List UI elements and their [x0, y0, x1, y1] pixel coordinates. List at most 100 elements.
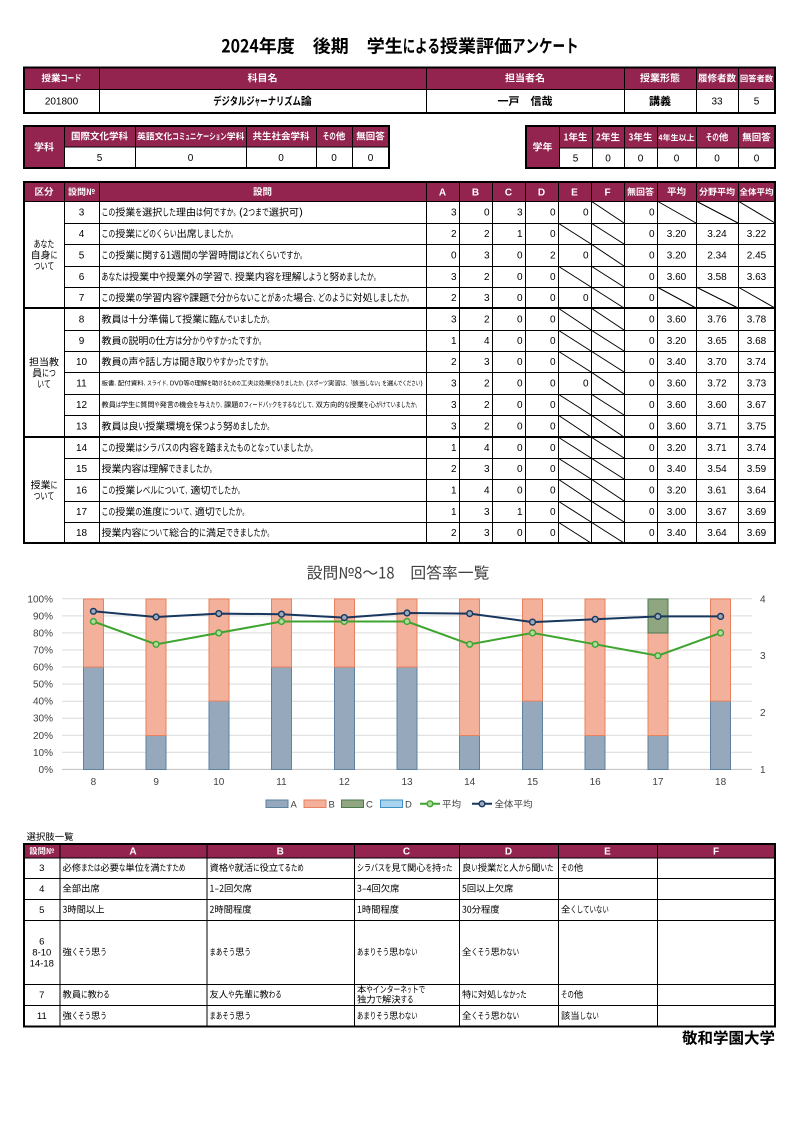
svg-text:30%: 30% — [33, 714, 53, 725]
svg-text:3: 3 — [484, 464, 490, 475]
svg-text:0: 0 — [517, 422, 523, 433]
svg-text:4: 4 — [484, 336, 490, 347]
svg-text:12: 12 — [76, 400, 88, 411]
svg-text:C: C — [505, 188, 512, 199]
svg-text:A: A — [291, 800, 298, 811]
svg-text:3: 3 — [39, 863, 44, 874]
svg-text:3.40: 3.40 — [667, 464, 687, 475]
svg-text:15: 15 — [76, 464, 88, 475]
svg-text:3.61: 3.61 — [707, 486, 727, 497]
svg-text:3.72: 3.72 — [707, 379, 727, 390]
svg-text:0: 0 — [754, 154, 760, 165]
svg-text:B: B — [329, 800, 335, 811]
svg-text:0: 0 — [517, 251, 523, 262]
svg-text:4: 4 — [760, 594, 766, 605]
svg-text:0%: 0% — [39, 765, 54, 776]
svg-text:3.60: 3.60 — [667, 379, 687, 390]
svg-text:3.69: 3.69 — [747, 507, 767, 518]
svg-text:0: 0 — [649, 528, 655, 539]
svg-text:3.59: 3.59 — [747, 464, 767, 475]
svg-text:0: 0 — [517, 336, 523, 347]
svg-text:1: 1 — [451, 507, 457, 518]
svg-text:0: 0 — [550, 443, 556, 454]
svg-text:3.67: 3.67 — [707, 507, 727, 518]
svg-text:16: 16 — [590, 777, 602, 788]
svg-text:3: 3 — [484, 293, 490, 304]
svg-text:2: 2 — [550, 251, 556, 262]
svg-text:3.76: 3.76 — [707, 315, 727, 326]
svg-text:8: 8 — [79, 315, 85, 326]
svg-text:0: 0 — [550, 422, 556, 433]
svg-text:3.60: 3.60 — [667, 272, 687, 283]
svg-text:9: 9 — [79, 336, 85, 347]
svg-text:100%: 100% — [27, 594, 53, 605]
svg-text:3: 3 — [484, 357, 490, 368]
svg-text:2: 2 — [484, 400, 490, 411]
svg-text:5: 5 — [754, 97, 760, 108]
svg-text:0: 0 — [638, 154, 644, 165]
svg-text:0: 0 — [517, 528, 523, 539]
svg-text:17: 17 — [652, 777, 664, 788]
svg-text:11: 11 — [37, 1011, 47, 1022]
svg-text:0: 0 — [649, 400, 655, 411]
svg-text:4: 4 — [79, 229, 85, 240]
svg-text:0: 0 — [484, 208, 490, 219]
svg-text:3.71: 3.71 — [707, 422, 727, 433]
svg-text:3.60: 3.60 — [667, 400, 687, 411]
svg-text:0: 0 — [517, 379, 523, 390]
svg-text:0: 0 — [649, 422, 655, 433]
svg-text:18: 18 — [715, 777, 727, 788]
svg-text:15: 15 — [527, 777, 539, 788]
svg-text:0: 0 — [649, 464, 655, 475]
svg-text:10%: 10% — [33, 748, 53, 759]
svg-text:0: 0 — [517, 357, 523, 368]
svg-text:16: 16 — [76, 486, 88, 497]
svg-text:3: 3 — [517, 208, 523, 219]
svg-text:0: 0 — [649, 443, 655, 454]
svg-text:2: 2 — [484, 272, 490, 283]
svg-text:0: 0 — [188, 153, 194, 164]
svg-text:3.69: 3.69 — [747, 528, 767, 539]
svg-text:0: 0 — [550, 315, 556, 326]
svg-text:5: 5 — [79, 251, 85, 262]
svg-text:0: 0 — [649, 379, 655, 390]
svg-text:2: 2 — [484, 229, 490, 240]
svg-text:3.68: 3.68 — [747, 336, 767, 347]
svg-text:0: 0 — [583, 208, 589, 219]
svg-text:0: 0 — [583, 293, 589, 304]
svg-text:10: 10 — [213, 777, 225, 788]
svg-text:3: 3 — [451, 400, 457, 411]
svg-text:3.20: 3.20 — [667, 336, 687, 347]
svg-text:8-10: 8-10 — [32, 948, 51, 959]
svg-text:0: 0 — [550, 464, 556, 475]
svg-text:12: 12 — [339, 777, 351, 788]
svg-text:6: 6 — [39, 937, 44, 948]
svg-text:3: 3 — [484, 507, 490, 518]
svg-text:4: 4 — [484, 486, 490, 497]
svg-text:0: 0 — [583, 251, 589, 262]
svg-text:1: 1 — [451, 486, 457, 497]
svg-text:0: 0 — [550, 400, 556, 411]
svg-text:1: 1 — [517, 229, 523, 240]
svg-text:18: 18 — [76, 528, 88, 539]
svg-text:2: 2 — [760, 708, 766, 719]
svg-text:2: 2 — [451, 293, 457, 304]
svg-text:4: 4 — [484, 443, 490, 454]
svg-text:3.60: 3.60 — [667, 315, 687, 326]
svg-text:0: 0 — [550, 357, 556, 368]
svg-text:E: E — [604, 846, 611, 857]
svg-text:3.60: 3.60 — [667, 422, 687, 433]
svg-text:3.74: 3.74 — [747, 443, 767, 454]
svg-text:3.20: 3.20 — [667, 229, 687, 240]
svg-text:40%: 40% — [33, 697, 53, 708]
svg-text:3.74: 3.74 — [747, 357, 767, 368]
svg-text:2: 2 — [484, 315, 490, 326]
svg-text:3: 3 — [451, 315, 457, 326]
svg-text:5: 5 — [573, 154, 579, 165]
svg-text:3.63: 3.63 — [747, 272, 767, 283]
svg-text:0: 0 — [649, 357, 655, 368]
svg-text:0: 0 — [550, 293, 556, 304]
svg-text:3.78: 3.78 — [747, 315, 767, 326]
svg-text:0: 0 — [368, 153, 374, 164]
svg-text:3.75: 3.75 — [747, 422, 767, 433]
